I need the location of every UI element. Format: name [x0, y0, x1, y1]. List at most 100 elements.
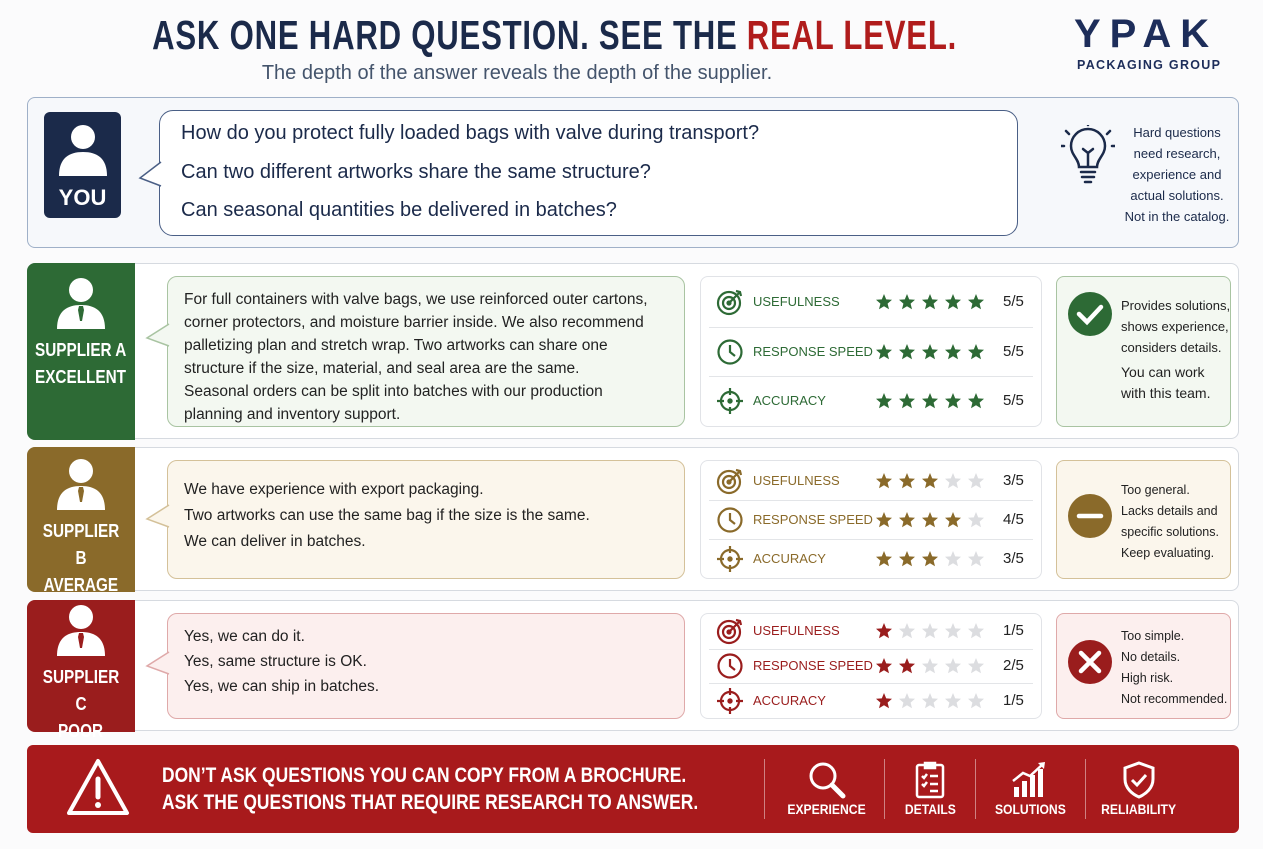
rating-icon: [716, 545, 744, 578]
title: ASK ONE HARD QUESTION. SEE THE REAL LEVEL…: [0, 12, 1110, 59]
star-filled: [876, 511, 892, 527]
star-filled: [876, 393, 892, 409]
icon-part: [59, 125, 107, 176]
rating-icon: [716, 467, 744, 500]
icon-part: [56, 458, 105, 510]
note-line: need research,: [1133, 146, 1221, 161]
person-icon: [53, 602, 109, 663]
rating-name: RESPONSE SPEED: [753, 343, 873, 359]
rating-name: ACCURACY: [753, 692, 826, 708]
icon-part: [1014, 787, 1019, 797]
rating-icon: [716, 288, 744, 321]
question-panel: YOU How do you protect fully loaded bags …: [27, 97, 1239, 248]
icon-part: [1069, 127, 1107, 169]
icon-part: [1030, 775, 1035, 797]
supplier-label: SUPPLIER A EXCELLENT: [27, 337, 135, 391]
verdict-box: Too simple. No details. High risk. Not reco…: [1056, 613, 1231, 719]
note-line: Not in the catalog.: [1124, 209, 1230, 224]
star-filled: [945, 293, 961, 310]
star-filled: [968, 393, 984, 409]
star-filled: [922, 511, 938, 527]
rating-name: USEFULNESS: [753, 293, 840, 309]
icon-part: [1123, 761, 1155, 799]
star-empty: [968, 658, 984, 674]
star-empty: [968, 692, 984, 708]
icon-part: [77, 633, 84, 648]
stars: [876, 293, 984, 310]
verdict-line: considers details.: [1121, 340, 1222, 355]
icon-part: [923, 761, 937, 770]
icon-part: [145, 650, 170, 675]
bubble-tail: [145, 650, 170, 683]
rating-score: 3/5: [1003, 549, 1024, 567]
supplier-level-wrap: AVERAGE: [27, 572, 135, 599]
supplier-name-wrap: SUPPLIER C: [27, 664, 135, 718]
supplier-level: EXCELLENT: [35, 366, 126, 387]
supplier-level: POOR: [57, 721, 104, 741]
icon-part: [1068, 292, 1112, 336]
icon-part: [728, 289, 743, 304]
star-empty: [945, 692, 961, 708]
icon-part: [1012, 762, 1045, 797]
supplier-level-wrap: POOR: [27, 718, 135, 745]
verdict-box: Provides solutions, shows experience, cons…: [1056, 276, 1231, 427]
star-empty: [945, 550, 961, 566]
icon-part: [717, 653, 743, 679]
star-filled: [876, 550, 892, 566]
icon-part: [1076, 304, 1104, 326]
star-empty: [899, 623, 915, 639]
star-empty: [968, 623, 984, 639]
person-icon: [53, 275, 109, 336]
icon-part: [716, 289, 743, 315]
rating-score: 1/5: [1003, 622, 1024, 640]
icon-part: [138, 161, 162, 187]
icon-part: [71, 125, 95, 149]
stars: [876, 658, 984, 674]
question: Can two different artworks share the sam…: [181, 160, 651, 183]
icon-part: [68, 605, 93, 629]
answer-line: Two artworks can use the same bag if the…: [184, 507, 590, 524]
star-filled: [968, 343, 984, 359]
rating-score: 1/5: [1003, 691, 1024, 709]
star-filled: [899, 511, 915, 527]
answer-line: palletizing plan and stretch wrap. Two a…: [184, 337, 608, 354]
verdict: Provides solutions, shows experience, cons…: [1121, 295, 1230, 404]
icon-part: [56, 605, 105, 656]
supplier-label: SUPPLIER B AVERAGE: [27, 518, 135, 599]
verdict-line: Too general.: [1121, 482, 1190, 497]
answer-line: Yes, we can do it.: [184, 628, 305, 645]
answer-line: We can deliver in batches.: [184, 533, 366, 550]
star-filled: [876, 658, 892, 674]
logo-tagline: PACKAGING GROUP: [1077, 58, 1222, 72]
question-bubble: How do you protect fully loaded bags wit…: [159, 110, 1018, 236]
star-filled: [922, 550, 938, 566]
icon-part: [721, 474, 737, 489]
supplier-name: SUPPLIER B: [42, 520, 119, 568]
banner-line: ASK THE QUESTIONS THAT REQUIRE RESEARCH …: [162, 791, 699, 814]
banner-line-wrap: DON’T ASK QUESTIONS YOU CAN COPY FROM A …: [162, 764, 794, 788]
star-filled: [968, 293, 984, 310]
stars: [876, 343, 984, 359]
verdict-icon: [1067, 291, 1113, 342]
logo-name: YPAK: [1074, 12, 1219, 56]
pillar-label-wrap: DETAILS: [870, 802, 990, 817]
bubble-tail: [145, 503, 170, 536]
star-filled: [899, 293, 915, 310]
star-empty: [945, 472, 961, 488]
note: Hard questions need research, experience a…: [1113, 122, 1241, 227]
icon-part: [716, 468, 743, 494]
icon-part: [717, 506, 743, 533]
divider: [709, 539, 1033, 540]
icon-part: [717, 545, 743, 572]
rating-icon: [716, 687, 744, 720]
pillar-label: DETAILS: [904, 802, 956, 817]
rating-name: RESPONSE SPEED: [753, 511, 873, 527]
icon-part: [68, 277, 93, 302]
verdict: Too simple. No details. High risk. Not reco…: [1121, 626, 1227, 710]
stars: [876, 472, 984, 488]
verdict-line: Too simple.: [1121, 629, 1185, 643]
supplier-name: SUPPLIER C: [42, 667, 119, 714]
answer-line: For full containers with valve bags, we …: [184, 291, 648, 308]
star-filled: [876, 343, 892, 359]
rating-icon: [716, 652, 744, 685]
